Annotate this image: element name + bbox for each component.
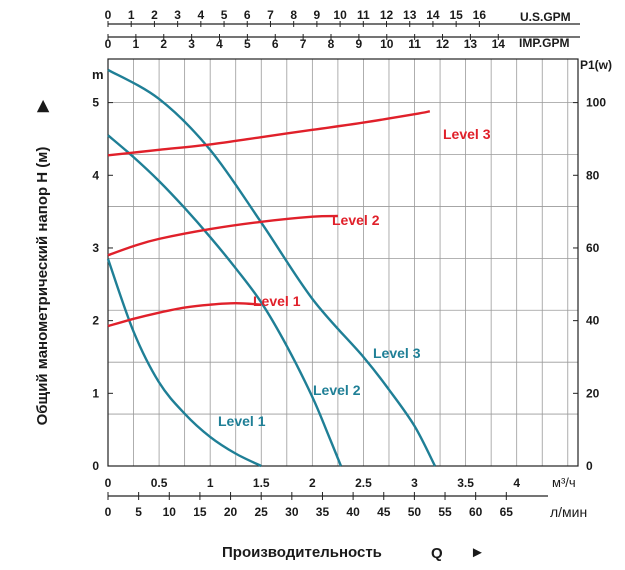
head-curve-level-1 — [106, 258, 262, 468]
impgpm-tick-label: 12 — [436, 37, 450, 51]
impgpm-tick-label: 6 — [272, 37, 279, 51]
impgpm-tick-label: 3 — [188, 37, 195, 51]
power-tick-label: 40 — [586, 314, 600, 328]
m3h-tick-label: 0 — [105, 476, 112, 490]
lmin-tick-label: 5 — [135, 505, 142, 519]
m3h-tick-label: 0.5 — [151, 476, 168, 490]
usgpm-tick-label: 13 — [403, 8, 417, 22]
power-curve-level-3 — [107, 110, 431, 157]
lmin-tick-label: 40 — [346, 505, 360, 519]
m3h-tick-label: 1.5 — [253, 476, 270, 490]
power-tick-label: 60 — [586, 241, 600, 255]
impgpm-tick-label: 9 — [356, 37, 363, 51]
lmin-tick-label: 65 — [500, 505, 514, 519]
m3h-unit-label: м³/ч — [552, 475, 576, 490]
impgpm-unit-label: IMP.GPM — [519, 36, 569, 50]
plot-border — [107, 58, 579, 467]
plot-frame — [107, 21, 580, 500]
tick-labels: 0 1 2 3 4 5 6 7 8 9 10 11 12 13 14 15 160 1 2 3 4 5 6 7 8 9 10 11 12… — [92, 8, 606, 519]
usgpm-tick-label: 1 — [128, 8, 135, 22]
power-series-label-2: Level 2 — [332, 212, 380, 228]
power-curve-level-1 — [107, 301, 262, 328]
lmin-tick-label: 30 — [285, 505, 299, 519]
head-curve-level-2 — [107, 134, 343, 467]
usgpm-tick-label: 7 — [267, 8, 274, 22]
impgpm-tick-label: 14 — [492, 37, 506, 51]
grid — [108, 59, 578, 466]
usgpm-tick-label: 9 — [314, 8, 321, 22]
usgpm-unit-label: U.S.GPM — [520, 10, 571, 24]
usgpm-tick-label: 16 — [473, 8, 487, 22]
usgpm-tick-label: 3 — [174, 8, 181, 22]
m3h-tick-label: 1 — [207, 476, 214, 490]
head-curve-level-3 — [107, 68, 437, 467]
impgpm-tick-label: 10 — [380, 37, 394, 51]
head-unit-label: m — [92, 67, 104, 82]
y-axis-title: Общий манометрический напор H (м) ▶ — [34, 99, 51, 425]
head-tick-label: 0 — [92, 459, 99, 473]
impgpm-tick-label: 7 — [300, 37, 307, 51]
lmin-tick-label: 35 — [316, 505, 330, 519]
power-tick-label: 100 — [586, 96, 606, 110]
lmin-unit-label: л/мин — [550, 504, 587, 520]
m3h-tick-label: 2 — [309, 476, 316, 490]
usgpm-tick-label: 8 — [290, 8, 297, 22]
x-axis-arrow-icon: ► — [470, 544, 485, 561]
power-tick-label: 20 — [586, 386, 600, 400]
impgpm-tick-label: 11 — [408, 37, 421, 51]
head-tick-label: 3 — [92, 241, 99, 255]
usgpm-tick-label: 11 — [357, 8, 370, 22]
series-labels: Level 1 Level 2 Level 3 Level 1 Level 2 Level… — [218, 126, 491, 429]
impgpm-tick-label: 0 — [105, 37, 112, 51]
m3h-tick-label: 3.5 — [457, 476, 474, 490]
m3h-tick-label: 4 — [513, 476, 520, 490]
y-axis-title-text: Общий манометрический напор H (м) — [34, 147, 51, 426]
usgpm-tick-label: 14 — [426, 8, 440, 22]
lmin-tick-label: 50 — [408, 505, 422, 519]
lmin-tick-label: 60 — [469, 505, 483, 519]
lmin-tick-label: 55 — [438, 505, 452, 519]
m3h-tick-label: 2.5 — [355, 476, 372, 490]
lmin-tick-label: 0 — [105, 505, 112, 519]
impgpm-tick-label: 8 — [328, 37, 335, 51]
impgpm-tick-label: 13 — [464, 37, 478, 51]
power-series-label-1: Level 1 — [253, 293, 301, 309]
impgpm-tick-label: 4 — [216, 37, 223, 51]
usgpm-tick-label: 12 — [380, 8, 394, 22]
head-series-label-1: Level 1 — [218, 413, 266, 429]
power-curve-level-2 — [107, 214, 338, 257]
x-axis-symbol: Q — [431, 545, 443, 562]
usgpm-tick-label: 0 — [105, 8, 112, 22]
lmin-tick-label: 10 — [163, 505, 177, 519]
lmin-tick-label: 45 — [377, 505, 391, 519]
head-series-label-3: Level 3 — [373, 345, 421, 361]
usgpm-tick-label: 4 — [197, 8, 204, 22]
power-series-label-3: Level 3 — [443, 126, 491, 142]
impgpm-tick-label: 1 — [133, 37, 140, 51]
usgpm-tick-label: 6 — [244, 8, 251, 22]
power-tick-label: 0 — [586, 459, 593, 473]
usgpm-tick-label: 15 — [449, 8, 463, 22]
lmin-tick-label: 15 — [193, 505, 207, 519]
head-series-label-2: Level 2 — [313, 382, 361, 398]
power-tick-label: 80 — [586, 168, 600, 182]
usgpm-tick-label: 2 — [151, 8, 158, 22]
usgpm-tick-label: 5 — [221, 8, 228, 22]
lmin-tick-label: 25 — [255, 505, 269, 519]
m3h-tick-label: 3 — [411, 476, 418, 490]
curves — [106, 68, 437, 468]
head-tick-label: 1 — [92, 386, 99, 400]
head-tick-label: 4 — [92, 168, 99, 182]
x-axis-title: Производительность — [222, 544, 382, 561]
power-unit-label: P1(w) — [580, 58, 612, 72]
impgpm-tick-label: 5 — [244, 37, 251, 51]
impgpm-tick-label: 2 — [160, 37, 167, 51]
lmin-tick-label: 20 — [224, 505, 238, 519]
usgpm-tick-label: 10 — [333, 8, 347, 22]
y-axis-arrow-icon: ▶ — [34, 99, 51, 113]
head-tick-label: 2 — [92, 314, 99, 328]
head-tick-label: 5 — [92, 96, 99, 110]
